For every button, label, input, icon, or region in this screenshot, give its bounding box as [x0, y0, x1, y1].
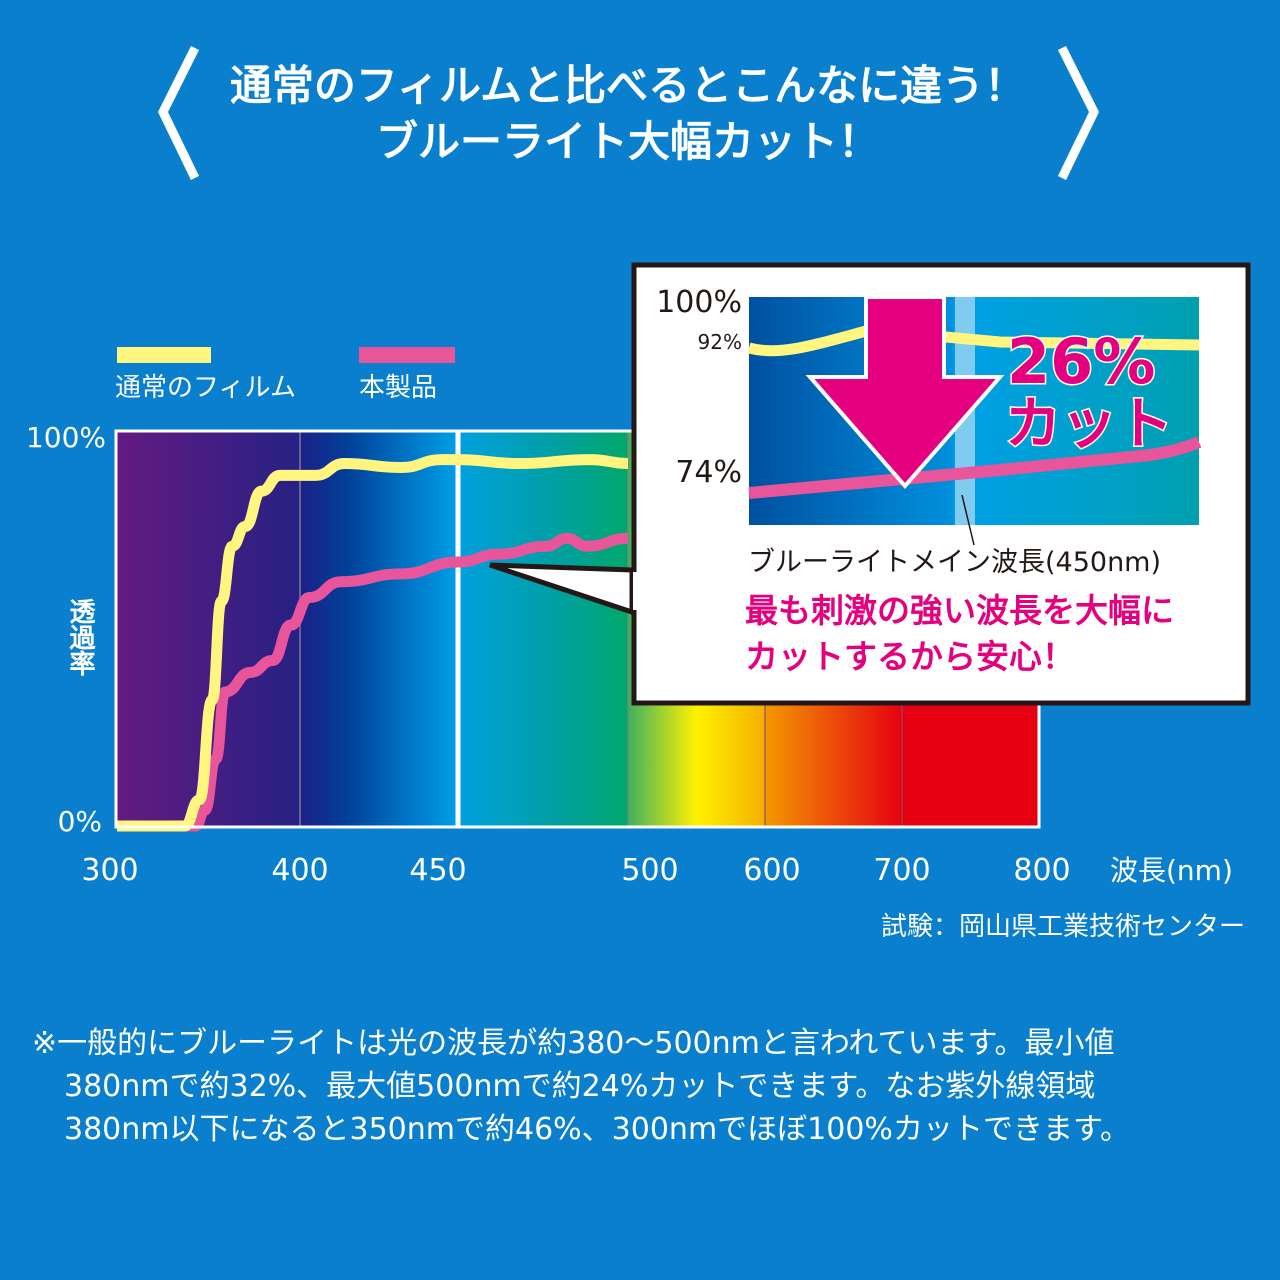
inset-callout: 100% 92% 74% 26% カット ブルーライトメイン波長(450nm) …	[489, 262, 1251, 706]
x-tick-label: 700	[873, 853, 930, 888]
x-tick-label: 600	[743, 853, 800, 888]
footnote-line-2: 380nmで約32%、最大値500nmで約24%カットできます。なお紫外線領域	[64, 1069, 1096, 1104]
x-axis-label: 波長(nm)	[1110, 854, 1233, 887]
legend-label-normal-film: 通常のフィルム	[115, 373, 296, 403]
source-note: 試験：岡山県工業技術センター	[881, 912, 1245, 942]
footnote: ※一般的にブルーライトは光の波長が約380～500nmと言われています。最小値 …	[32, 1022, 1130, 1151]
y-tick-label: 100%	[26, 421, 106, 454]
footnote-line-3: 380nm以下になると350nmで約46%、300nmでほぼ100%カットできま…	[64, 1112, 1130, 1147]
legend-label-product: 本製品	[359, 373, 437, 403]
inset-product-line	[748, 436, 1202, 499]
cut-percent: 26%	[1007, 325, 1155, 398]
inset-caption: ブルーライトメイン波長(450nm)	[748, 547, 1161, 578]
series-line-product	[116, 532, 629, 832]
x-tick-label: 450	[409, 853, 466, 888]
legend-swatch-normal-film	[117, 347, 211, 363]
x-tick-label: 400	[271, 853, 328, 888]
inset-label-74: 74%	[675, 455, 742, 490]
cut-word: カット	[1005, 392, 1173, 457]
chevron-left-icon	[157, 45, 200, 180]
title-line-1: 通常のフィルムと比べるとこんなに違う！	[230, 61, 1026, 110]
arrow-down-icon	[805, 295, 1005, 490]
inset-message-line-2: カットするから安心！	[745, 637, 1075, 676]
y-tick-label: 0%	[58, 805, 102, 838]
x-tick-label: 500	[621, 853, 678, 888]
series-line-normal-film	[116, 454, 629, 832]
x-tick-label: 300	[81, 853, 138, 888]
inset-label-100: 100%	[656, 285, 742, 320]
y-axis-label: 透過率	[65, 598, 95, 676]
x-tick-label: 800	[1013, 853, 1070, 888]
legend-swatch-product	[359, 347, 455, 363]
footnote-line-1: ※一般的にブルーライトは光の波長が約380～500nmと言われています。最小値	[32, 1026, 1115, 1061]
chevron-right-icon	[1057, 45, 1100, 180]
title-line-2: ブルーライト大幅カット！	[376, 117, 880, 166]
inset-label-92: 92%	[698, 330, 742, 354]
inset-message-line-1: 最も刺激の強い波長を大幅に	[745, 591, 1174, 630]
